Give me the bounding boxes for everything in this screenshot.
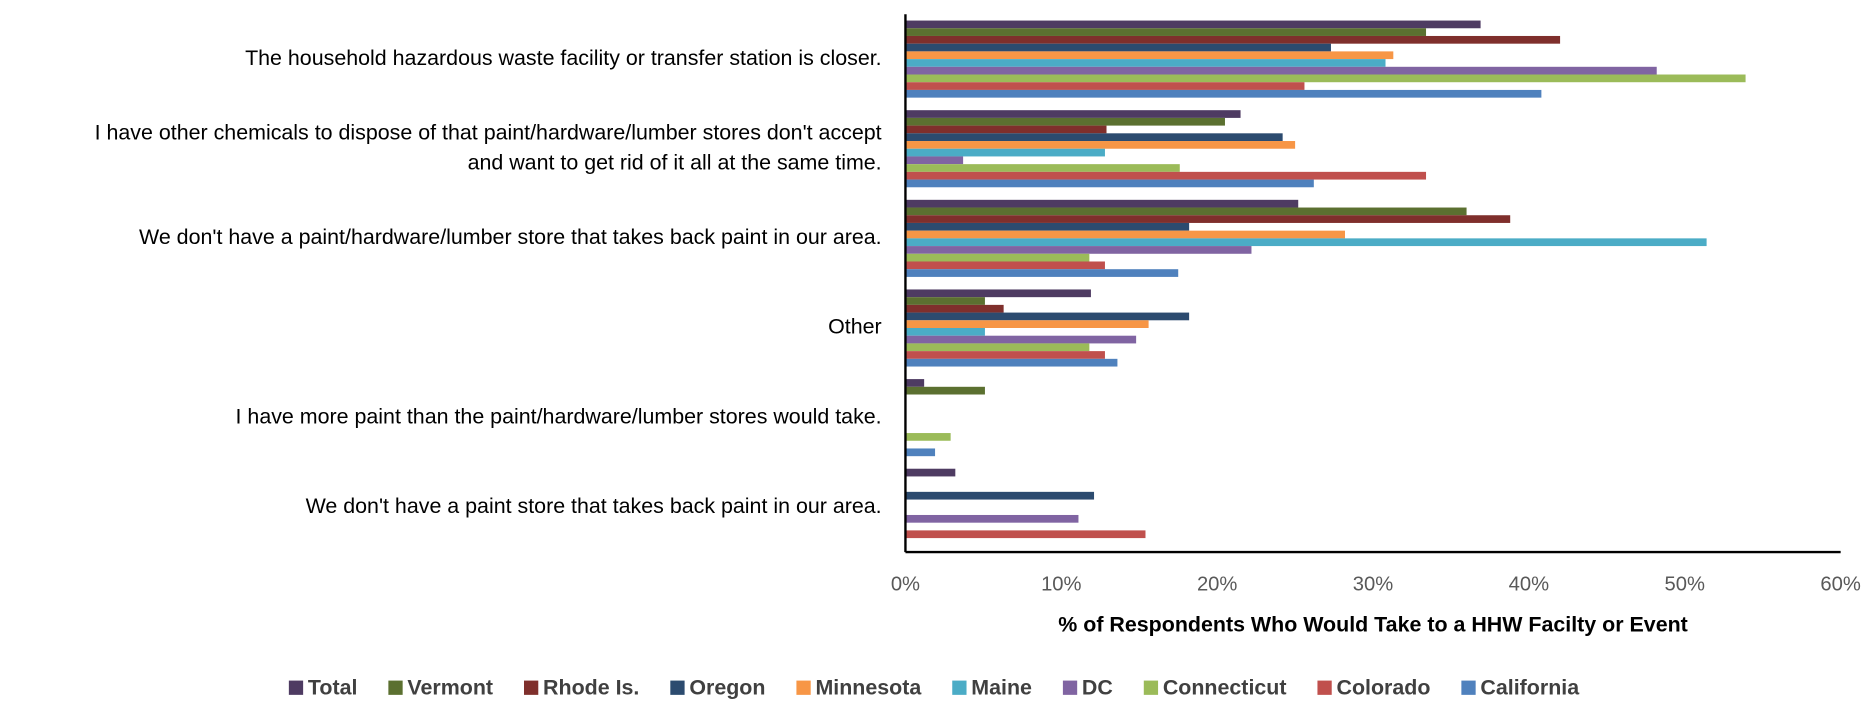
- legend-label: Total: [308, 676, 358, 700]
- x-tick-label: 10%: [1041, 574, 1081, 596]
- legend-swatch: [952, 680, 967, 695]
- x-tick-label: 40%: [1509, 574, 1549, 596]
- bar: [905, 386, 985, 395]
- y-tick-label: Other: [828, 315, 882, 339]
- legend-swatch: [796, 680, 811, 695]
- legend-label: Vermont: [407, 676, 493, 700]
- x-tick-label: 20%: [1197, 574, 1237, 596]
- legend-label: Minnesota: [815, 676, 922, 700]
- bar: [905, 312, 1190, 321]
- bar: [905, 448, 936, 457]
- bar: [905, 238, 1707, 247]
- bar: [905, 156, 964, 165]
- y-tick-label: I have other chemicals to dispose of tha…: [95, 120, 882, 174]
- bar: [905, 335, 1137, 344]
- x-tick-label: 60%: [1820, 574, 1860, 596]
- legend-swatch: [1143, 680, 1159, 695]
- bar: [905, 351, 1105, 359]
- x-tick-label: 50%: [1665, 574, 1705, 596]
- x-tick-label: 0%: [891, 574, 920, 596]
- legend-label: Connecticut: [1163, 676, 1287, 700]
- bar: [905, 358, 1118, 367]
- legend-swatch: [288, 680, 304, 695]
- bar: [905, 379, 925, 387]
- bar: [905, 343, 1090, 352]
- bar: [905, 171, 1427, 180]
- bar: [905, 51, 1394, 60]
- bar: [905, 199, 1299, 208]
- bar: [905, 468, 956, 477]
- bar: [905, 117, 1225, 126]
- y-tick-label: We don't have a paint/hardware/lumber st…: [139, 225, 882, 249]
- bar: [905, 28, 1427, 36]
- bar: [905, 320, 1149, 328]
- bar: [905, 491, 1095, 500]
- bar: [905, 125, 1107, 134]
- legend-label: Colorado: [1336, 676, 1430, 700]
- legend-swatch: [1317, 680, 1332, 695]
- legend-swatch: [388, 680, 403, 695]
- bar: [905, 35, 1561, 44]
- bar: [905, 179, 1314, 188]
- bar: [905, 222, 1190, 231]
- bar: [905, 269, 1179, 277]
- legend-label: Maine: [971, 676, 1032, 700]
- bar: [905, 433, 951, 441]
- legend-label: DC: [1082, 676, 1113, 700]
- bar: [905, 207, 1467, 216]
- x-tick-label: 30%: [1353, 574, 1393, 596]
- bar: [905, 304, 1004, 313]
- bar: [905, 289, 1091, 298]
- bar: [905, 253, 1090, 262]
- legend-swatch: [1461, 680, 1476, 695]
- legend-swatch: [1062, 680, 1078, 695]
- legend-swatch: [670, 680, 685, 695]
- bar: [905, 148, 1105, 157]
- bar: [905, 20, 1481, 29]
- legend-label: Rhode Is.: [543, 676, 639, 700]
- bar: [905, 43, 1331, 52]
- y-tick-label: I have more paint than the paint/hardwar…: [236, 404, 882, 428]
- legend-label: California: [1480, 676, 1580, 700]
- bar: [905, 297, 985, 305]
- bar: [905, 89, 1542, 98]
- bar: [905, 133, 1283, 142]
- bar: [905, 246, 1252, 254]
- legend-swatch: [524, 680, 539, 695]
- legend-label: Oregon: [689, 676, 765, 700]
- bar: [905, 215, 1511, 223]
- bar: [905, 530, 1146, 539]
- bar: [905, 261, 1105, 270]
- bar: [905, 514, 1079, 523]
- bar: [905, 82, 1305, 90]
- bar: [905, 59, 1386, 67]
- bar: [905, 66, 1657, 75]
- bar: [905, 164, 1180, 172]
- bar: [905, 74, 1746, 83]
- y-tick-label: We don't have a paint store that takes b…: [306, 494, 882, 518]
- bar: [905, 110, 1241, 118]
- y-tick-label: The household hazardous waste facility o…: [245, 46, 882, 70]
- x-axis-title: % of Respondents Who Would Take to a HHW…: [1058, 613, 1688, 637]
- bar: [905, 327, 985, 336]
- bar: [905, 141, 1296, 149]
- bar: [905, 230, 1345, 239]
